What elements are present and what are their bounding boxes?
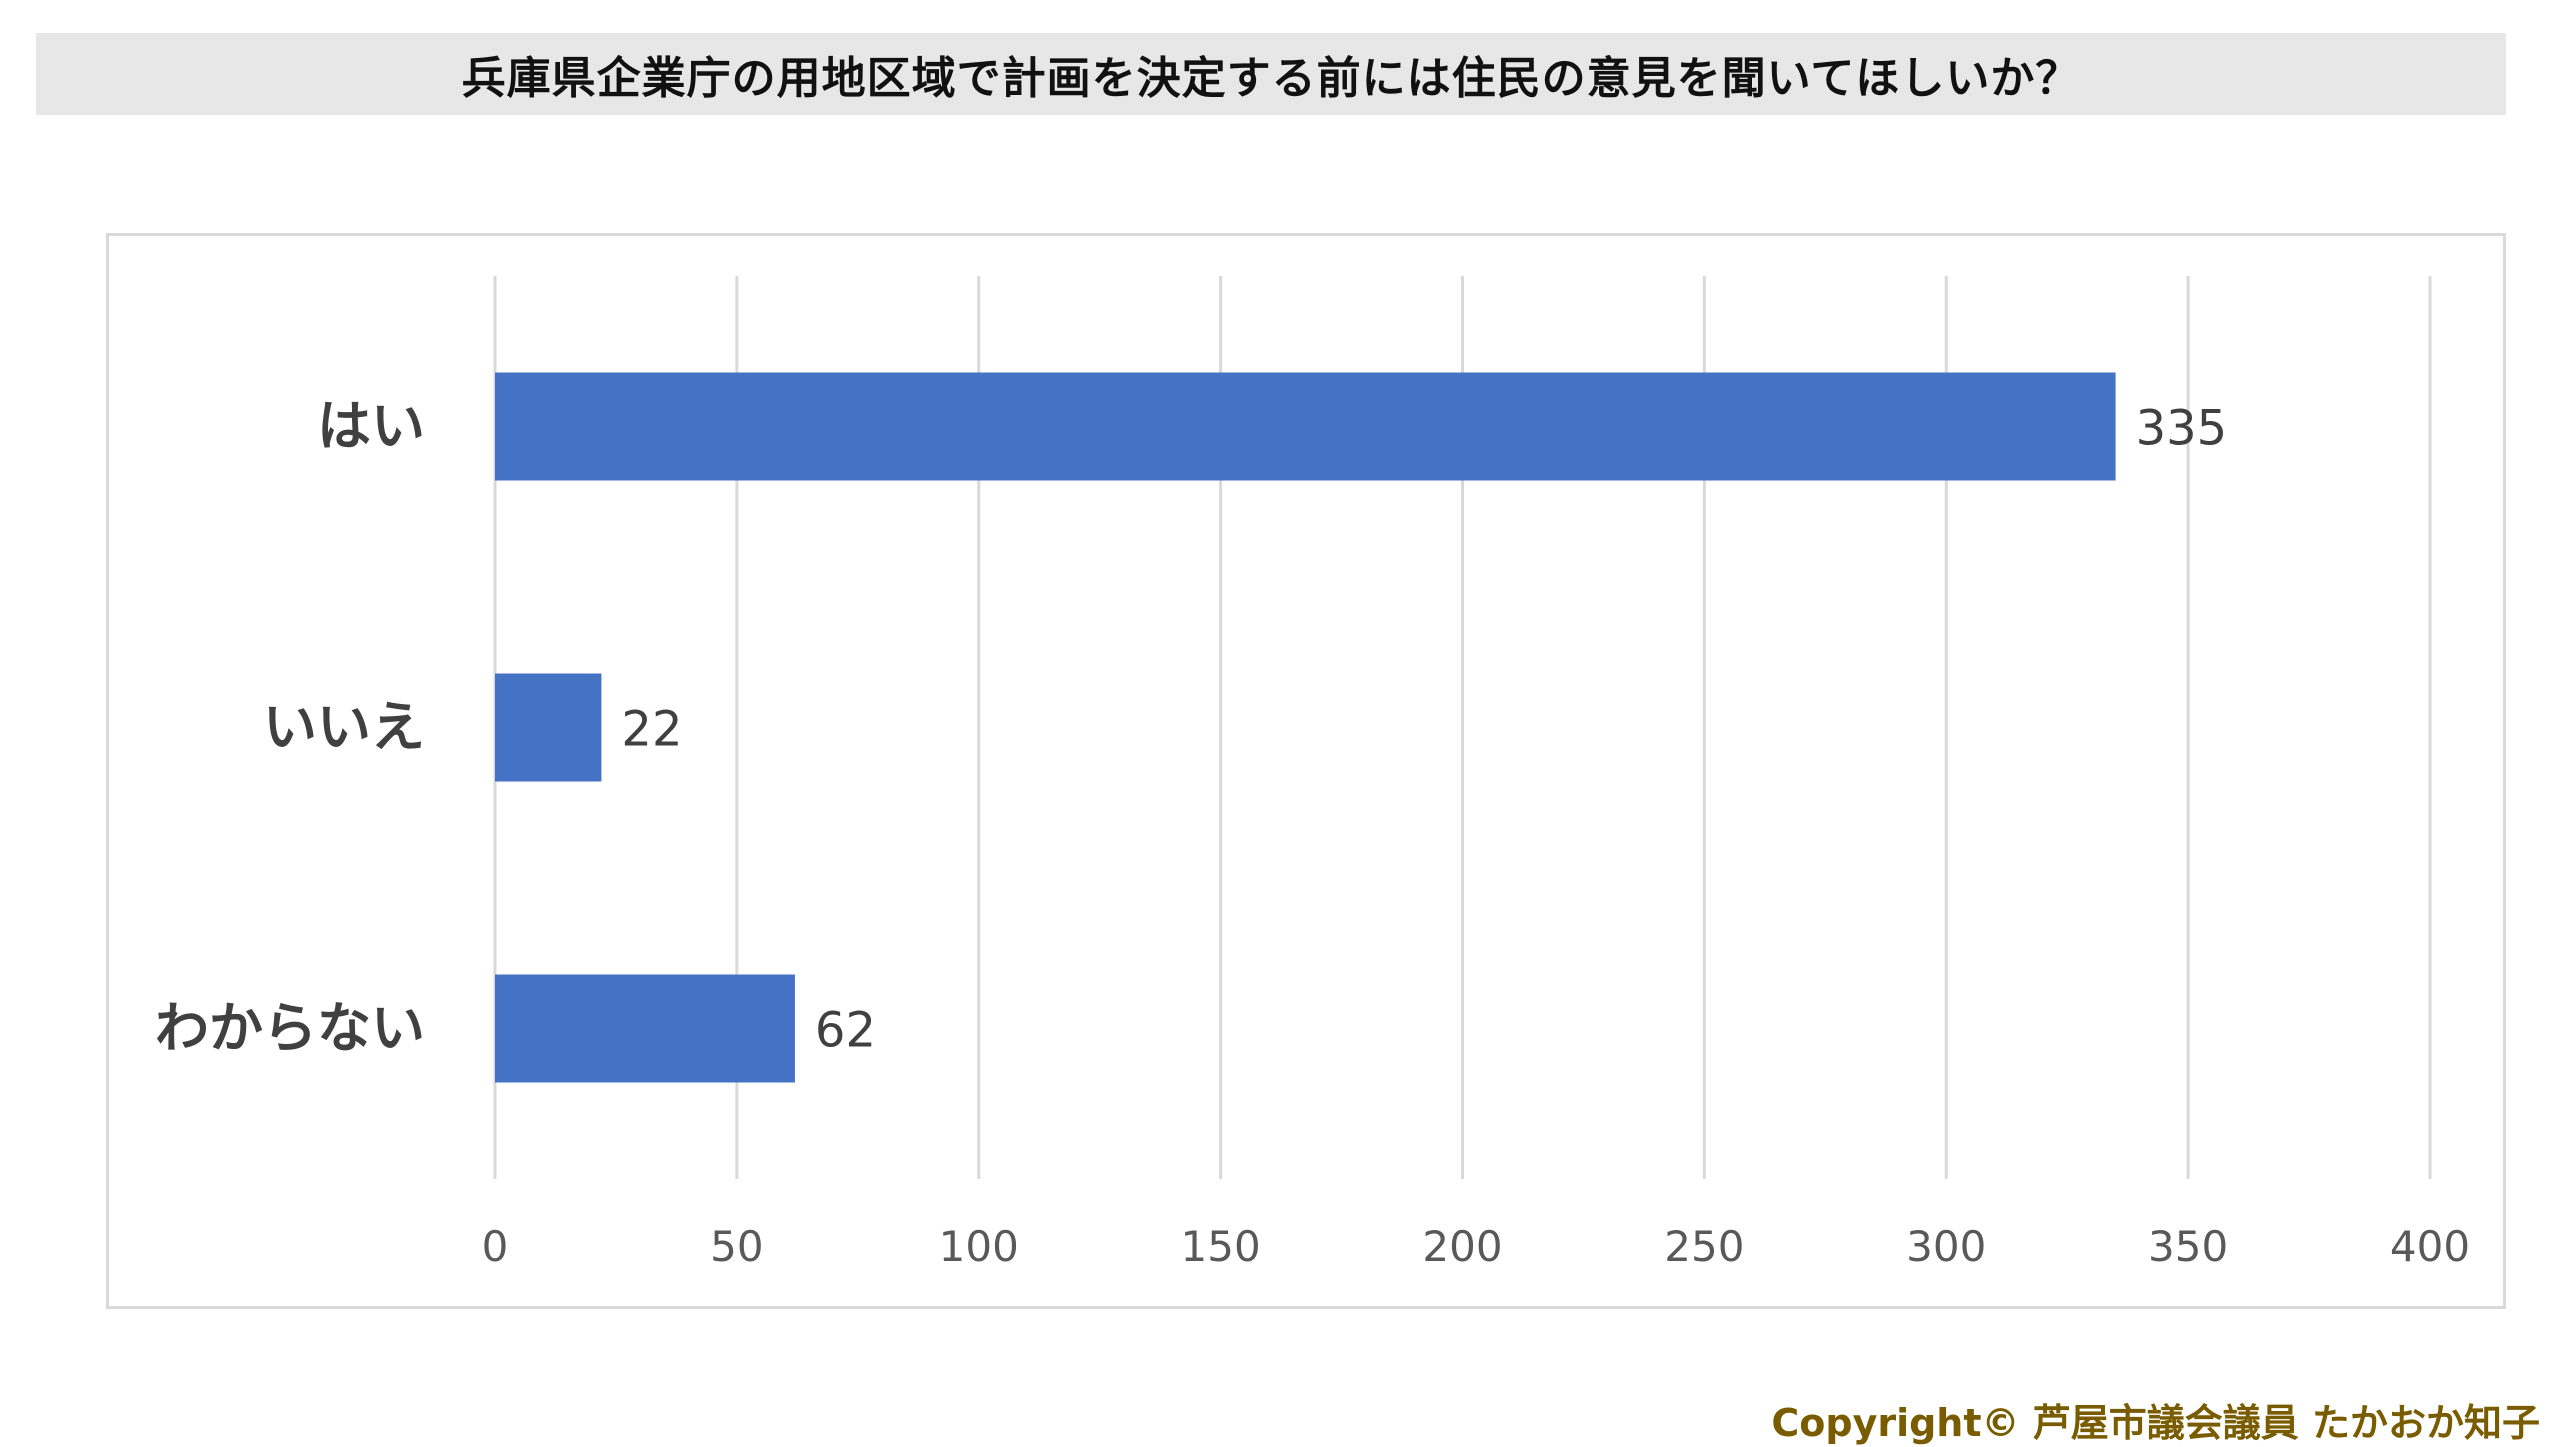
x-tick-label: 100 [939,1222,1019,1271]
data-label: 62 [815,1003,876,1059]
x-tick-label: 300 [1906,1222,1986,1271]
bar-chart: 0 50 100 150 200 250 300 350 400 はい 335 いいえ 22 わからない 6… [155,276,2470,1271]
chart-title: 兵庫県企業庁の用地区域で計画を決定する前には住民の意見を聞いてほしいか？ [461,53,2081,104]
copyright-text: Copyright© 芦屋市議会議員 たかおか知子 [1771,1401,2540,1445]
bar [495,974,795,1083]
data-label: 22 [621,702,682,758]
x-tick-label: 350 [2148,1222,2228,1271]
data-label: 335 [2136,401,2228,457]
y-category-label: わからない [155,997,425,1060]
x-tick-label: 400 [2390,1222,2470,1271]
x-tick-label: 150 [1181,1222,1261,1271]
x-tick-label: 0 [482,1222,509,1271]
bar [495,673,602,782]
bar [495,372,2116,481]
x-tick-label: 250 [1664,1222,1744,1271]
chart-frame: 0 50 100 150 200 250 300 350 400 はい 335 いいえ 22 わからない 6… [106,233,2506,1309]
title-band: 兵庫県企業庁の用地区域で計画を決定する前には住民の意見を聞いてほしいか？ [36,33,2506,115]
x-tick-label: 200 [1422,1222,1502,1271]
y-category-label: はい [317,395,425,458]
y-category-label: いいえ [263,696,425,759]
x-tick-label: 50 [710,1222,763,1271]
